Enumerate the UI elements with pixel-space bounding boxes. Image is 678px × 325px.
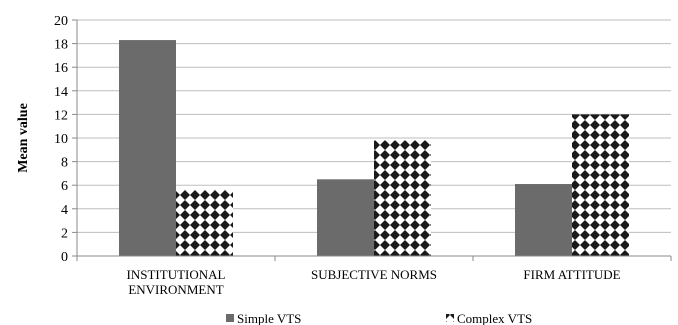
legend-swatch-complex-vts: [446, 314, 454, 322]
bar-complex-vts-0: [176, 189, 233, 256]
y-tick-label: 16: [54, 61, 68, 76]
legend-label-complex-vts: Complex VTS: [457, 311, 532, 325]
y-tick-label: 4: [61, 203, 68, 218]
y-tick-label: 20: [54, 14, 68, 29]
legend-label-simple-vts: Simple VTS: [237, 311, 301, 325]
category-label: INSTITUTIONAL: [127, 267, 226, 282]
y-tick-label: 18: [54, 38, 68, 53]
y-tick-label: 14: [54, 85, 68, 100]
category-label: FIRM ATTITUDE: [523, 267, 620, 282]
bar-complex-vts-1: [374, 140, 431, 256]
y-tick-label: 6: [61, 179, 68, 194]
category-label: ENVIRONMENT: [128, 282, 223, 297]
bar-simple-vts-1: [317, 179, 374, 256]
bar-simple-vts-2: [515, 184, 572, 256]
labels: 0 2 4 6 8 10 12 14 16 18 20 INSTITUTIONALENVIRONMEN…: [16, 14, 621, 297]
y-tick-label: 10: [54, 132, 68, 147]
bar-simple-vts-0: [119, 40, 176, 257]
y-tick-label: 2: [61, 226, 68, 241]
y-tick-label: 0: [61, 250, 68, 265]
legend-swatch-simple-vts: [226, 314, 234, 322]
bars: [119, 40, 629, 257]
axes: [72, 19, 672, 261]
y-tick-label: 12: [54, 108, 68, 123]
y-tick-label: 8: [61, 156, 68, 171]
bar-complex-vts-2: [572, 114, 629, 257]
category-label: SUBJECTIVE NORMS: [311, 267, 437, 282]
legend: Simple VTS Complex VTS: [226, 311, 532, 325]
y-axis-title: Mean value: [16, 103, 31, 173]
